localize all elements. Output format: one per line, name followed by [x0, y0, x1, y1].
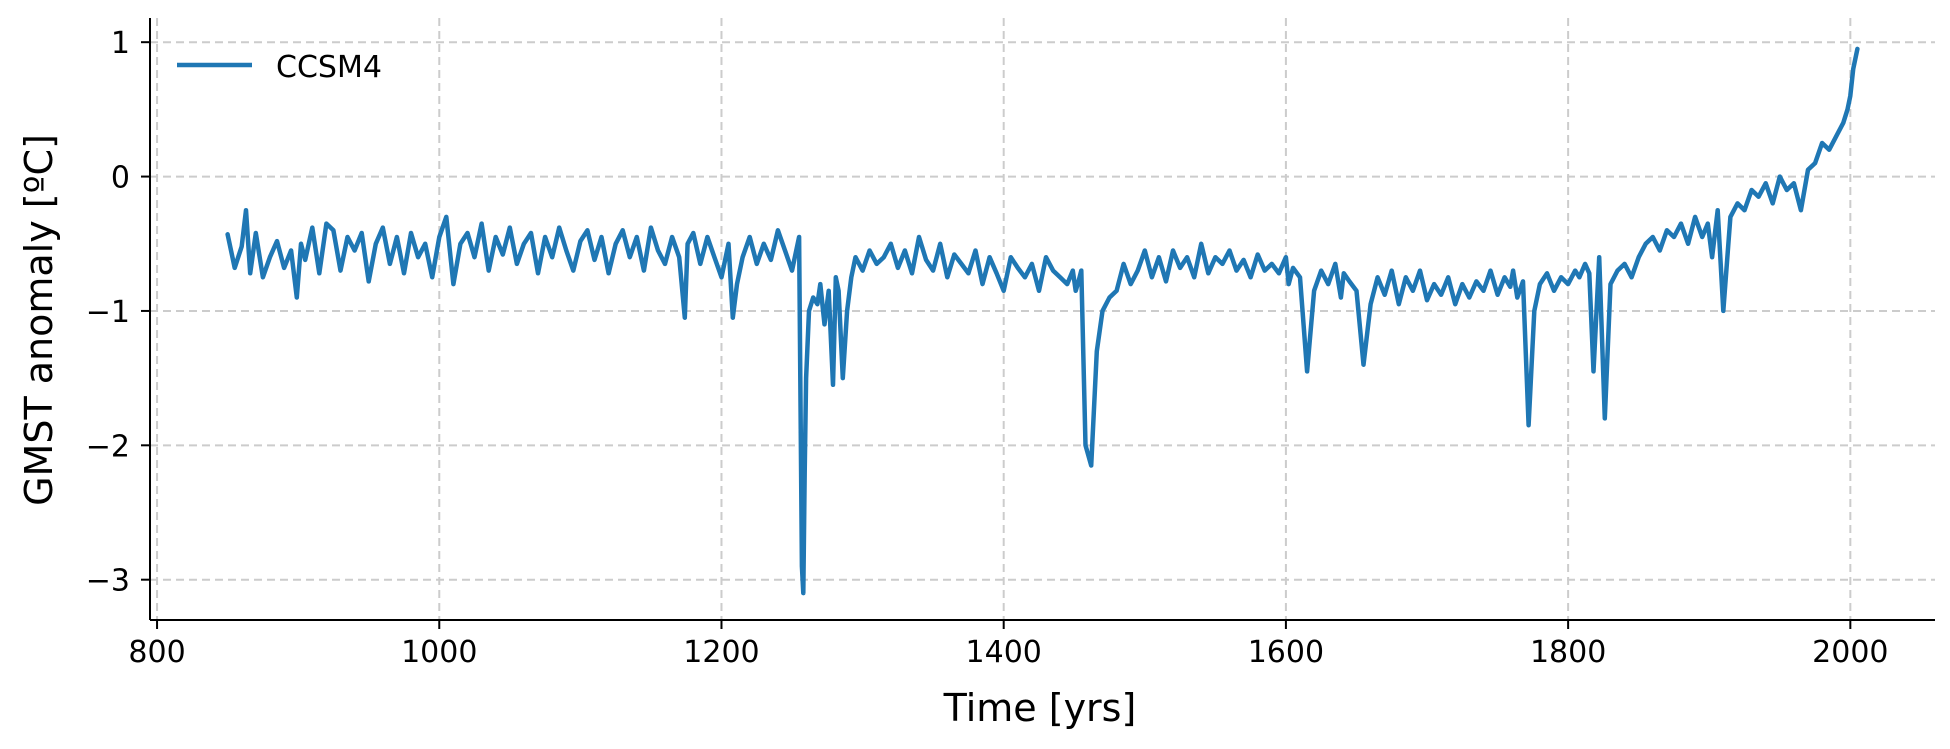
y-tick-label: −2 [86, 429, 130, 464]
x-tick-label: 1200 [683, 635, 759, 670]
x-tick-label: 1400 [966, 635, 1042, 670]
x-tick-label: 2000 [1812, 635, 1888, 670]
x-tick-label: 1800 [1530, 635, 1606, 670]
axes [149, 18, 1935, 621]
series-layer [225, 46, 1860, 596]
legend: CCSM4 [177, 50, 382, 85]
x-ticks: 800 1000 1200 1400 1600 1800 2000 [128, 620, 1889, 670]
y-tick-label: 1 [111, 26, 130, 61]
y-tick-label: −1 [86, 295, 130, 330]
x-tick-label: 1600 [1248, 635, 1324, 670]
legend-label-ccsm4: CCSM4 [276, 50, 382, 85]
y-tick-label: 0 [111, 161, 130, 196]
x-axis-title: Time [yrs] [943, 686, 1137, 730]
y-axis-title: GMST anomaly [ºC] [17, 134, 61, 506]
x-tick-label: 1000 [401, 635, 477, 670]
y-ticks: 1 0 −1 −2 −3 [86, 26, 150, 599]
y-tick-label: −3 [86, 564, 130, 599]
series-line-ccsm4 [225, 46, 1860, 596]
x-tick-label: 800 [128, 635, 185, 670]
gridlines [150, 18, 1935, 620]
